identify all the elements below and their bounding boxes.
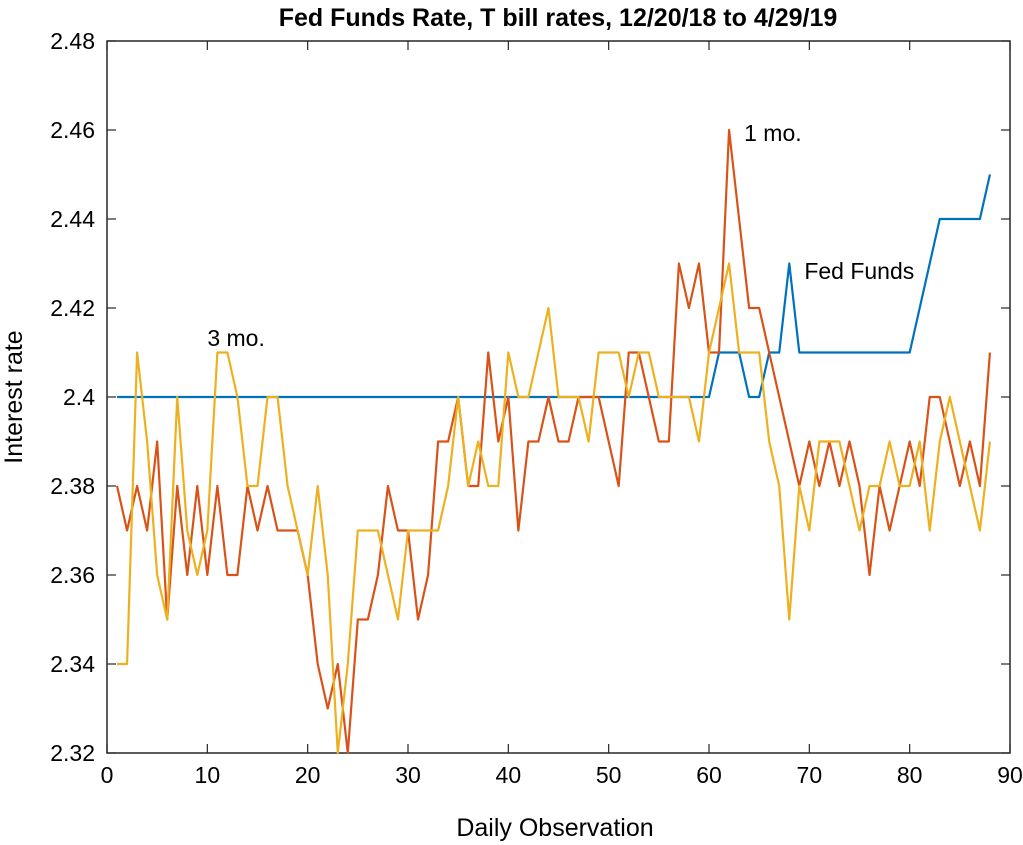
x-tick-label: 10	[195, 762, 221, 788]
y-axis-label: Interest rate	[0, 330, 28, 463]
y-tick-label: 2.34	[50, 651, 95, 677]
x-tick-label: 80	[897, 762, 923, 788]
y-tick-label: 2.42	[50, 295, 95, 321]
annotation-label: 3 mo.	[207, 325, 265, 351]
y-tick-label: 2.48	[50, 28, 95, 54]
x-tick-label: 40	[496, 762, 522, 788]
x-tick-label: 20	[295, 762, 321, 788]
annotations: 1 mo. Fed Funds 3 mo.	[207, 120, 914, 351]
series-line-3-mo	[117, 262, 992, 755]
y-tick-label: 2.36	[50, 562, 95, 588]
x-tick-label: 90	[997, 762, 1023, 788]
series-line-fed-funds	[117, 174, 992, 399]
x-tick-label: 50	[596, 762, 622, 788]
y-tick-label: 2.46	[50, 117, 95, 143]
annotation-label: Fed Funds	[804, 258, 914, 284]
y-tick-label: 2.38	[50, 473, 95, 499]
y-tick-label: 2.44	[50, 206, 95, 232]
y-tick-label: 2.32	[50, 740, 95, 766]
x-tick-label: 60	[696, 762, 722, 788]
annotation-label: 1 mo.	[744, 120, 802, 146]
series-layer	[115, 128, 992, 755]
x-tick-label: 0	[101, 762, 114, 788]
axis-ticks: 0 10 20 30 40 50 60 70 80 90 2.32 2.34 2.36 2.38 2.4 2.…	[50, 28, 1023, 788]
x-tick-label: 70	[797, 762, 823, 788]
x-axis-label: Daily Observation	[456, 814, 653, 842]
x-tick-label: 30	[395, 762, 421, 788]
chart-title: Fed Funds Rate, T bill rates, 12/20/18 t…	[279, 4, 838, 32]
y-tick-label: 2.4	[63, 384, 95, 410]
